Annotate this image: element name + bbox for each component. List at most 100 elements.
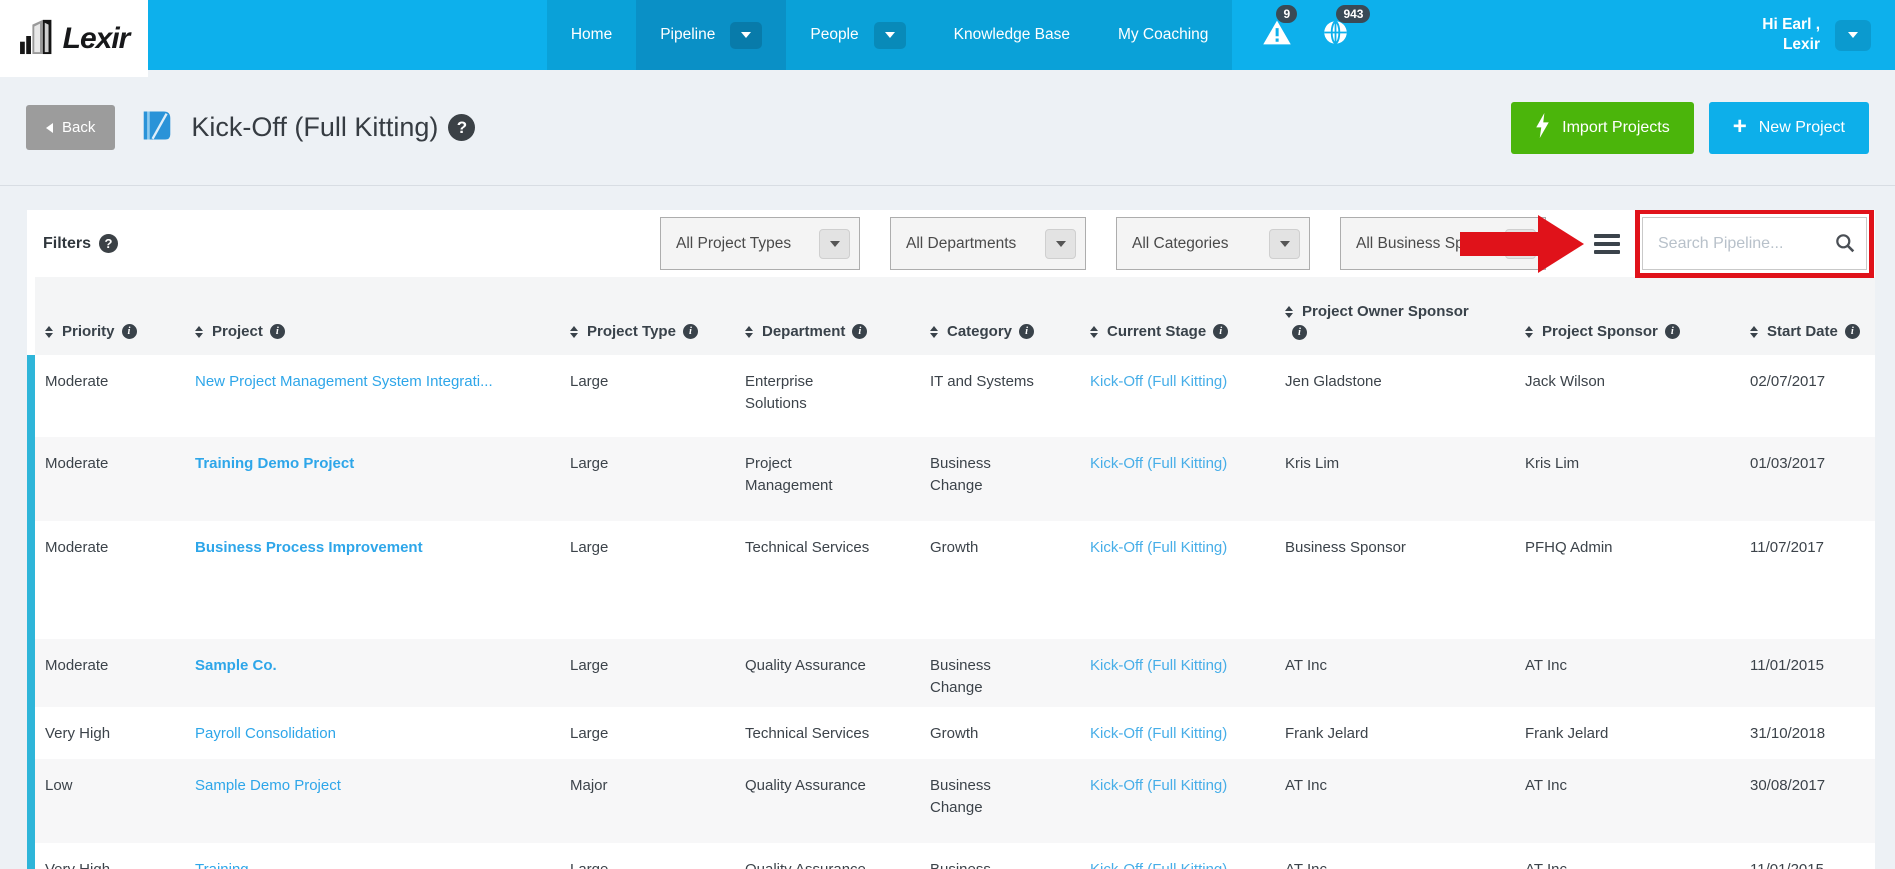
filter-dropdown-all-business-spo[interactable]: All Business Spo: [1340, 217, 1546, 270]
table-row[interactable]: Moderate Training Demo Project Large Pro…: [35, 437, 1875, 521]
sort-icon[interactable]: [1525, 325, 1533, 338]
stage-link[interactable]: Kick-Off (Full Kitting): [1090, 777, 1228, 794]
filter-dropdown-all-project-types[interactable]: All Project Types: [660, 217, 860, 270]
column-header-owner-sponsor[interactable]: Project Owner Sponsor i: [1275, 277, 1515, 355]
sort-icon[interactable]: [45, 325, 53, 338]
nav-item-label: Knowledge Base: [953, 26, 1070, 43]
info-icon[interactable]: i: [852, 324, 868, 339]
column-header-project-type[interactable]: Project Type i: [560, 277, 735, 355]
dropdown-caret[interactable]: [1505, 228, 1536, 259]
nav-item-knowledge-base[interactable]: Knowledge Base: [930, 0, 1094, 70]
stage-link[interactable]: Kick-Off (Full Kitting): [1090, 373, 1228, 390]
table-row[interactable]: Moderate Business Process Improvement La…: [35, 521, 1875, 639]
top-navbar: Lexir Home Pipeline People Knowledge Bas…: [0, 0, 1895, 77]
project-link[interactable]: Training Demo Project: [195, 455, 355, 472]
nav-item-pipeline[interactable]: Pipeline: [636, 0, 787, 70]
cell-department: Project Management: [745, 455, 833, 494]
cell-department: Enterprise Solutions: [745, 373, 814, 412]
stage-link[interactable]: Kick-Off (Full Kitting): [1090, 861, 1227, 869]
column-label: Project Sponsor: [1542, 323, 1658, 340]
project-link[interactable]: Sample Demo Project: [195, 777, 341, 794]
info-icon[interactable]: i: [269, 324, 285, 339]
sort-icon[interactable]: [930, 325, 938, 338]
sort-icon[interactable]: [1090, 325, 1098, 338]
column-header-current-stage[interactable]: Current Stage i: [1080, 277, 1275, 355]
sort-icon[interactable]: [195, 325, 203, 338]
table-row[interactable]: Very High Training Large Quality Assuran…: [35, 843, 1875, 869]
column-header-start-date[interactable]: Start Date i: [1740, 277, 1875, 355]
filter-dropdown-all-departments[interactable]: All Departments: [890, 217, 1086, 270]
info-icon[interactable]: i: [1019, 324, 1035, 339]
cell-department: Quality Assurance: [745, 657, 866, 674]
project-link[interactable]: Sample Co.: [195, 657, 277, 674]
table-row[interactable]: Very High Payroll Consolidation Large Te…: [35, 707, 1875, 759]
table-row[interactable]: Low Sample Demo Project Major Quality As…: [35, 759, 1875, 843]
cell-owner-sponsor: Jen Gladstone: [1285, 373, 1382, 390]
project-link[interactable]: Payroll Consolidation: [195, 725, 336, 742]
column-header-department[interactable]: Department i: [735, 277, 920, 355]
back-button[interactable]: Back: [26, 105, 116, 150]
sort-icon[interactable]: [570, 325, 578, 338]
table-row[interactable]: Moderate Sample Co. Large Quality Assura…: [35, 639, 1875, 707]
dropdown-caret[interactable]: [1045, 228, 1076, 259]
column-header-category[interactable]: Category i: [920, 277, 1080, 355]
nav-icon-group: 9 943: [1232, 0, 1371, 70]
search-input[interactable]: [1642, 217, 1867, 270]
chevron-down-icon: [884, 32, 895, 43]
title-help-icon[interactable]: ?: [448, 114, 476, 141]
user-menu: Hi Earl , Lexir: [1762, 0, 1895, 70]
column-label: Category: [947, 323, 1013, 340]
sort-icon[interactable]: [1285, 305, 1293, 318]
inbox-badge: 943: [1336, 5, 1371, 24]
column-label: Department: [762, 323, 846, 340]
alerts-badge: 9: [1276, 5, 1298, 24]
user-greeting: Hi Earl , Lexir: [1762, 15, 1820, 55]
project-link[interactable]: Training: [195, 861, 249, 869]
column-label: Project Type: [587, 323, 676, 340]
column-header-project[interactable]: Project i: [185, 277, 560, 355]
cell-department: Quality Assurance: [745, 859, 866, 869]
user-menu-caret[interactable]: [1835, 19, 1871, 51]
cell-project-type: Large: [560, 843, 735, 869]
project-link[interactable]: Business Process Improvement: [195, 539, 423, 556]
new-project-button[interactable]: + New Project: [1708, 101, 1869, 154]
nav-item-people[interactable]: People: [786, 0, 929, 70]
import-projects-button[interactable]: Import Projects: [1511, 101, 1694, 154]
info-icon[interactable]: i: [1664, 324, 1680, 339]
stage-link[interactable]: Kick-Off (Full Kitting): [1090, 657, 1228, 674]
cell-category: Growth: [930, 539, 979, 556]
dropdown-caret[interactable]: [819, 228, 850, 259]
nav-dropdown-caret[interactable]: [730, 21, 763, 49]
sort-icon[interactable]: [745, 325, 753, 338]
info-icon[interactable]: i: [682, 324, 698, 339]
info-icon[interactable]: i: [121, 324, 137, 339]
stage-link[interactable]: Kick-Off (Full Kitting): [1090, 725, 1228, 742]
table-row[interactable]: Moderate New Project Management System I…: [35, 355, 1875, 437]
column-header-priority[interactable]: Priority i: [35, 277, 185, 355]
nav-item-home[interactable]: Home: [547, 0, 636, 70]
cell-project-type: Major: [570, 777, 608, 794]
info-icon[interactable]: i: [1213, 324, 1229, 339]
list-view-icon[interactable]: [1594, 233, 1620, 254]
chevron-down-icon: [1515, 240, 1526, 252]
info-icon[interactable]: i: [1292, 325, 1307, 340]
sort-icon[interactable]: [1750, 325, 1758, 338]
filters-help-icon[interactable]: ?: [99, 234, 119, 253]
column-label: Start Date: [1767, 323, 1838, 340]
stage-link[interactable]: Kick-Off (Full Kitting): [1090, 455, 1228, 472]
app-logo[interactable]: Lexir: [0, 0, 148, 77]
cell-priority: Moderate: [45, 657, 109, 674]
nav-dropdown-caret[interactable]: [873, 21, 906, 49]
dropdown-caret[interactable]: [1269, 228, 1300, 259]
inbox-button[interactable]: 943: [1322, 5, 1371, 51]
column-header-project-sponsor[interactable]: Project Sponsor i: [1515, 277, 1740, 355]
chevron-down-icon: [829, 240, 840, 252]
filter-dropdown-all-categories[interactable]: All Categories: [1116, 217, 1310, 270]
alerts-button[interactable]: 9: [1262, 5, 1298, 51]
project-link[interactable]: New Project Management System Integrati.…: [195, 373, 493, 390]
stage-link[interactable]: Kick-Off (Full Kitting): [1090, 539, 1228, 556]
info-icon[interactable]: i: [1844, 324, 1860, 339]
nav-item-my-coaching[interactable]: My Coaching: [1094, 0, 1232, 70]
cell-category: Business Change: [930, 657, 991, 696]
cell-project-type: Large: [570, 539, 609, 556]
